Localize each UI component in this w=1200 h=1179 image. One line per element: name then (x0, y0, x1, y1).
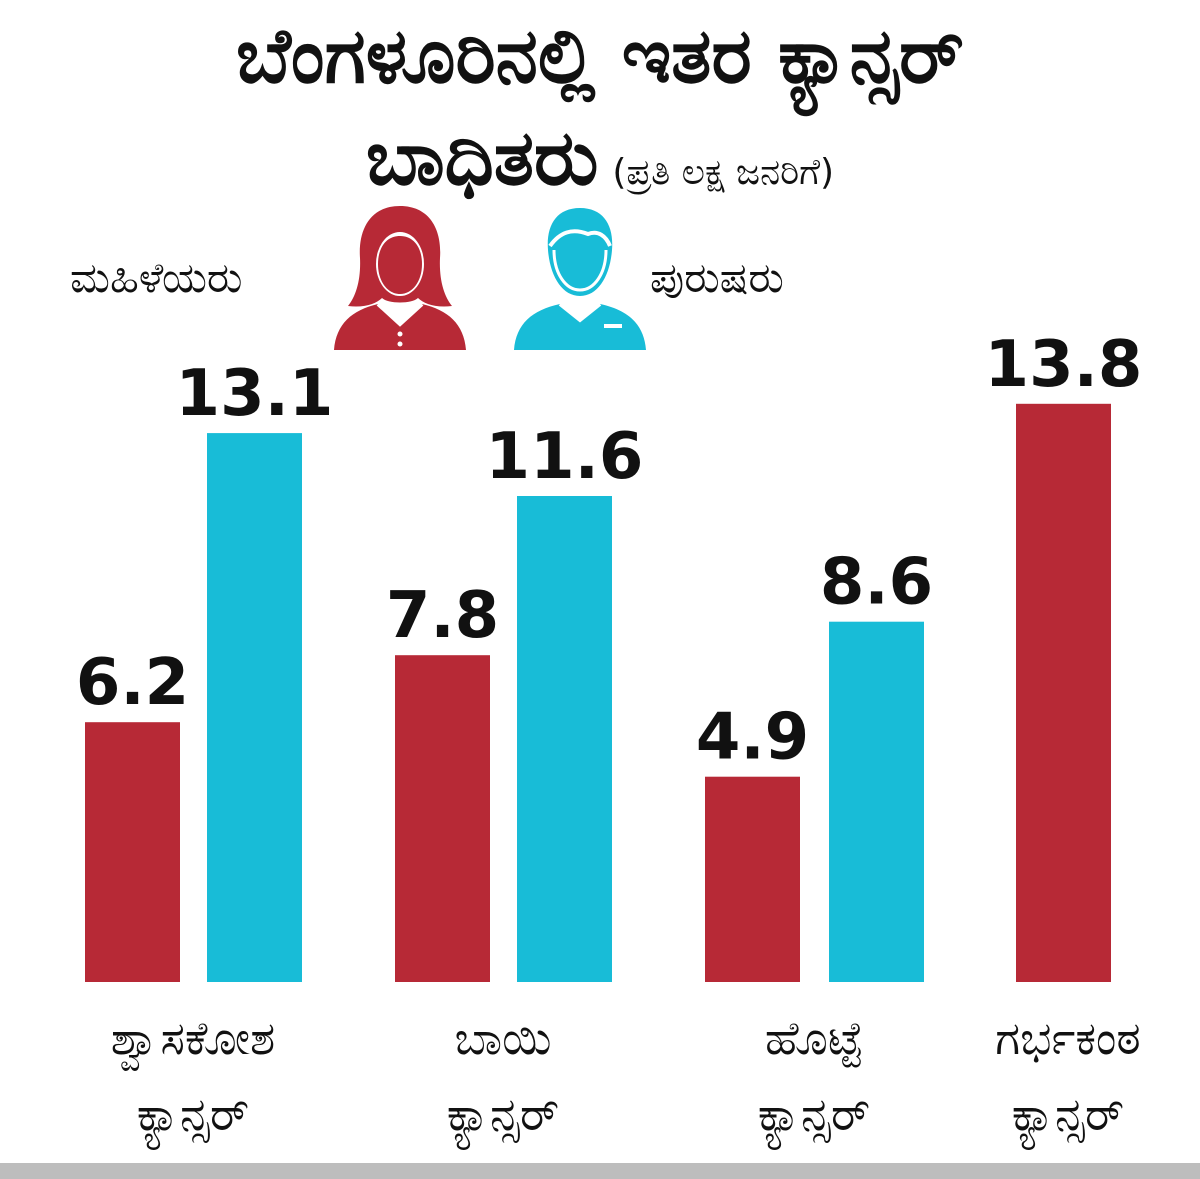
data-label-stomach-men: 8.6 (820, 546, 933, 620)
woman-button-1 (397, 331, 403, 337)
data-label-mouth-women: 7.8 (386, 579, 499, 653)
bar-cervical-women (1016, 403, 1111, 982)
chart-subtitle: (ಪ್ರತಿ ಲಕ್ಷ ಜನರಿಗೆ) (612, 152, 835, 193)
category-label-mouth: ಬಾಯಿ ಕ್ಯಾನ್ಸರ್ (446, 1011, 560, 1141)
category-label-lung: ಶ್ವಾಸಕೋಶ ಕ್ಯಾನ್ಸರ್ (110, 1011, 276, 1141)
man-collar (558, 302, 602, 323)
category-label-cervical: ಗರ್ಭಕಂಠ ಕ್ಯಾನ್ಸರ್ (995, 1011, 1141, 1141)
chart-title-second: ಬಾಧಿತರು (365, 113, 599, 202)
man-face-outline (552, 249, 608, 292)
man-icon (514, 208, 646, 350)
category-label-stomach: ಹೊಟ್ಟೆ ಕ್ಯಾನ್ಸರ್ (757, 1011, 871, 1141)
bar-lung-men (207, 433, 302, 983)
man-hairline (548, 229, 612, 248)
data-label-lung-men: 13.1 (176, 357, 334, 431)
chart-title: ಬೆಂಗಳೂರಿನಲ್ಲಿ ಇತರ ಕ್ಯಾನ್ಸರ್ (235, 11, 965, 100)
bar-mouth-men (517, 496, 612, 982)
legend-men-label: ಪುರುಷರು (650, 253, 784, 302)
man-head (547, 208, 613, 296)
bar-lung-women (85, 722, 180, 982)
man-pocket (604, 324, 622, 328)
data-label-mouth-men: 11.6 (486, 420, 644, 494)
bar-mouth-women (395, 655, 490, 982)
woman-collar (376, 302, 424, 327)
data-label-cervical-women: 13.8 (985, 328, 1143, 402)
bar-stomach-men (829, 621, 924, 982)
legend-women-label: ಮಹಿಳೆಯರು (70, 253, 243, 302)
bottom-rule (0, 1163, 1200, 1179)
woman-body (334, 304, 466, 350)
woman-button-2 (397, 341, 403, 347)
chart-title-line2: ಬಾಧಿತರು (ಪ್ರತಿ ಲಕ್ಷ ಜನರಿಗೆ) (0, 110, 1200, 227)
man-body (514, 304, 646, 350)
bar-stomach-women (705, 776, 800, 982)
woman-face-fill (378, 236, 422, 294)
data-label-lung-women: 6.2 (76, 646, 189, 720)
woman-icon (334, 206, 466, 350)
data-label-stomach-women: 4.9 (696, 701, 809, 775)
